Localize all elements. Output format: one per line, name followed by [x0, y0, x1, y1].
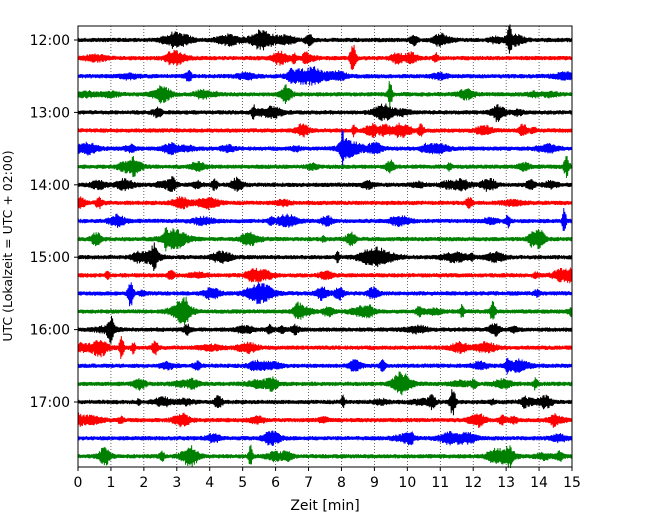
seismic-trace [77, 227, 573, 252]
seismic-trace [77, 156, 573, 179]
x-tick-label: 0 [74, 475, 83, 491]
seismic-trace [77, 267, 573, 284]
x-tick-label: 3 [172, 475, 181, 491]
y-tick-label: 17:00 [30, 395, 70, 411]
y-tick-label: 15:00 [30, 250, 70, 266]
x-tick-label: 1 [106, 475, 115, 491]
seismic-trace [77, 122, 573, 139]
seismic-trace [77, 315, 573, 344]
x-tick-label: 7 [304, 475, 313, 491]
seismic-trace [77, 66, 573, 86]
seismic-trace [77, 103, 573, 123]
seismic-trace [77, 444, 573, 469]
x-tick-label: 10 [398, 475, 416, 491]
seismic-trace [77, 208, 573, 231]
seismic-trace [77, 371, 573, 396]
x-tick-label: 6 [271, 475, 280, 491]
x-tick-label: 12 [464, 475, 482, 491]
seismic-trace [77, 242, 573, 272]
seismic-trace [77, 430, 573, 446]
seismic-trace [77, 129, 573, 170]
x-tick-label: 13 [497, 475, 515, 491]
x-tick-label: 4 [205, 475, 214, 491]
y-tick-label: 13:00 [30, 105, 70, 121]
x-tick-label: 2 [139, 475, 148, 491]
x-tick-label: 9 [370, 475, 379, 491]
seismic-trace [77, 357, 573, 375]
x-axis-ticks: 0 1 2 3 4 5 6 7 8 9 10 11 12 13 14 15 [74, 467, 581, 491]
plot-frame [77, 25, 573, 468]
seismic-traces [77, 24, 573, 469]
y-tick-label: 16:00 [30, 323, 70, 339]
x-tick-label: 5 [238, 475, 247, 491]
seismic-trace [77, 24, 573, 54]
seismic-trace [77, 196, 573, 211]
seismic-trace [77, 296, 573, 325]
seismic-trace [77, 176, 573, 192]
seismic-trace [77, 282, 573, 307]
seismic-trace [77, 412, 573, 428]
x-axis-label: Zeit [min] [290, 498, 359, 514]
y-axis-label: UTC (Lokalzeit = UTC + 02:00) [0, 150, 15, 341]
y-tick-label: 14:00 [30, 178, 70, 194]
axes-frame [77, 25, 573, 468]
x-tick-label: 8 [337, 475, 346, 491]
seismic-trace [77, 44, 573, 70]
x-tick-label: 11 [431, 475, 449, 491]
x-tick-label: 15 [563, 475, 581, 491]
seismic-trace [77, 336, 573, 359]
x-tick-label: 14 [530, 475, 548, 491]
y-axis-ticks: 12:00 13:00 14:00 15:00 16:00 17:00 [30, 33, 78, 411]
seismic-trace [77, 81, 573, 108]
y-tick-label: 12:00 [30, 33, 70, 49]
seismic-trace [77, 389, 573, 416]
